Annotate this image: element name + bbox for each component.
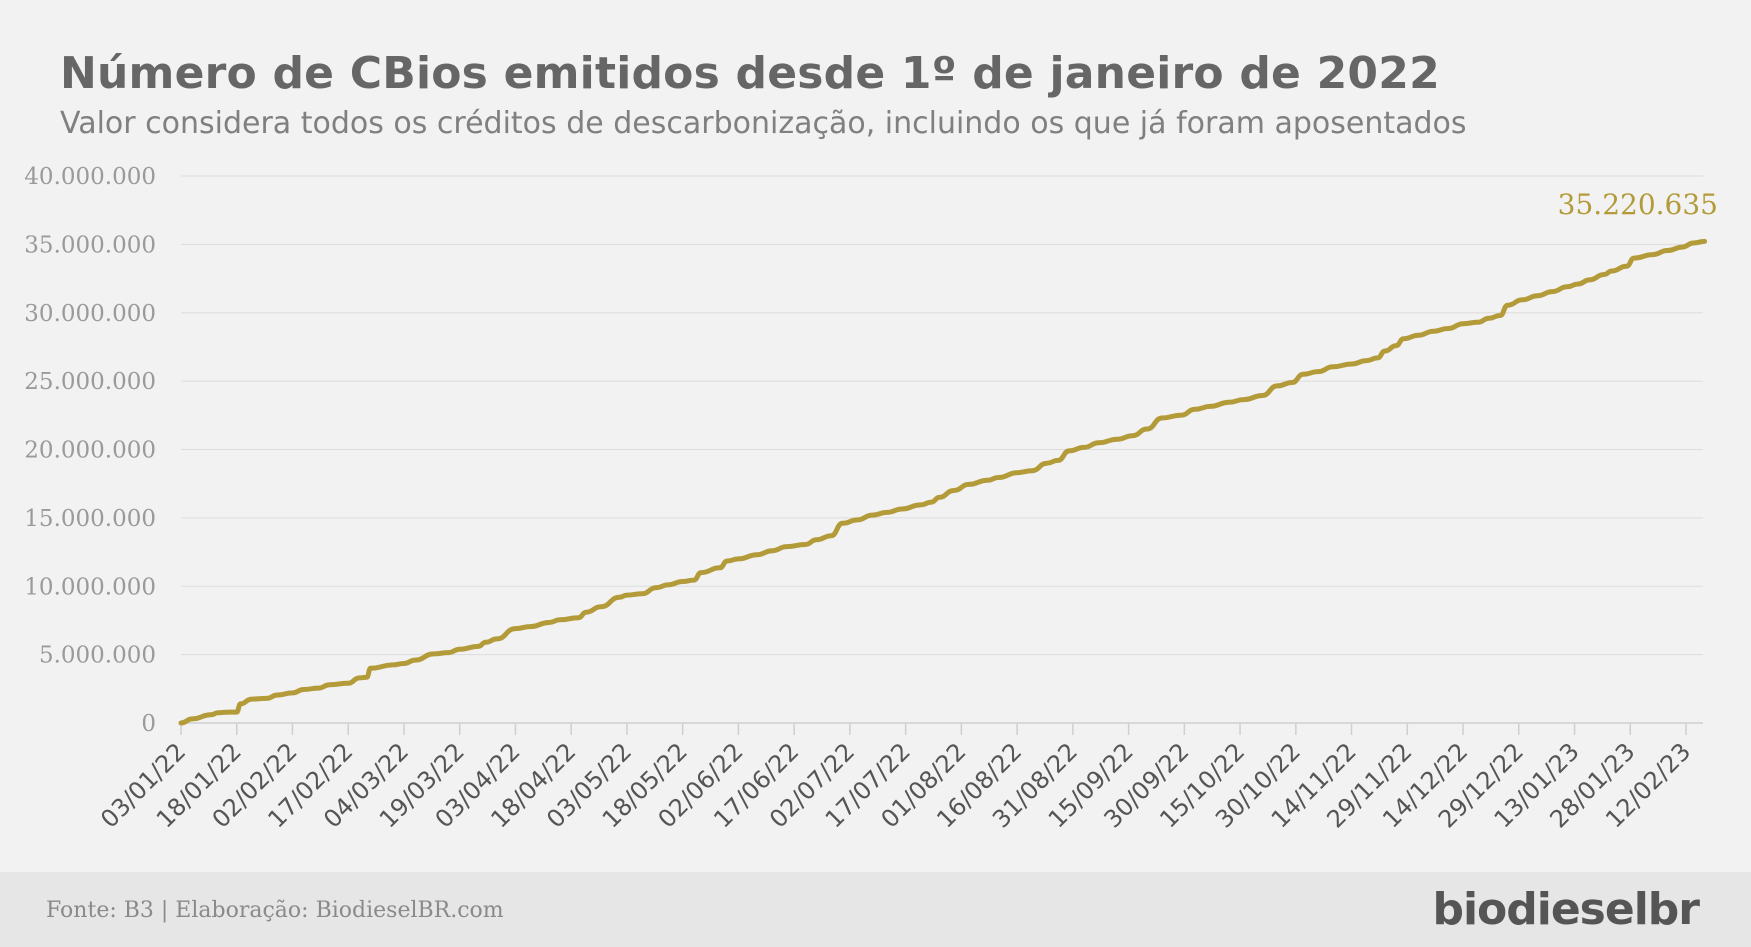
chart-title: Número de CBios emitidos desde 1º de jan… <box>60 48 1440 99</box>
y-tick-label: 20.000.000 <box>24 438 156 464</box>
y-tick-label: 0 <box>141 711 156 737</box>
y-tick-label: 10.000.000 <box>24 574 156 600</box>
y-tick-label: 35.000.000 <box>24 232 156 258</box>
chart-subtitle: Valor considera todos os créditos de des… <box>60 106 1467 141</box>
gridlines <box>181 175 1703 656</box>
x-axis: 03/01/2218/01/2202/02/2217/02/2204/03/22… <box>95 722 1703 833</box>
series-line <box>178 238 1708 726</box>
brand-logo: biodieselbr <box>1432 884 1700 935</box>
footer: Fonte: B3 | Elaboração: BiodieselBR.com … <box>0 872 1751 947</box>
y-axis-tick-labels: 0 5.000.000 10.000.000 15.000.000 20.000.000… <box>24 164 156 737</box>
y-tick-label: 5.000.000 <box>39 643 156 669</box>
series-layer <box>178 238 1708 726</box>
annotation-layer: 35.220.635 <box>1558 188 1718 221</box>
y-tick-label: 25.000.000 <box>24 369 156 395</box>
line-chart: 0 5.000.000 10.000.000 15.000.000 20.000.000… <box>24 164 1718 833</box>
last-value-label: 35.220.635 <box>1558 188 1718 221</box>
y-tick-label: 15.000.000 <box>24 506 156 532</box>
source-credit: Fonte: B3 | Elaboração: BiodieselBR.com <box>46 898 504 923</box>
y-tick-label: 40.000.000 <box>24 164 156 190</box>
y-tick-label: 30.000.000 <box>24 301 156 327</box>
